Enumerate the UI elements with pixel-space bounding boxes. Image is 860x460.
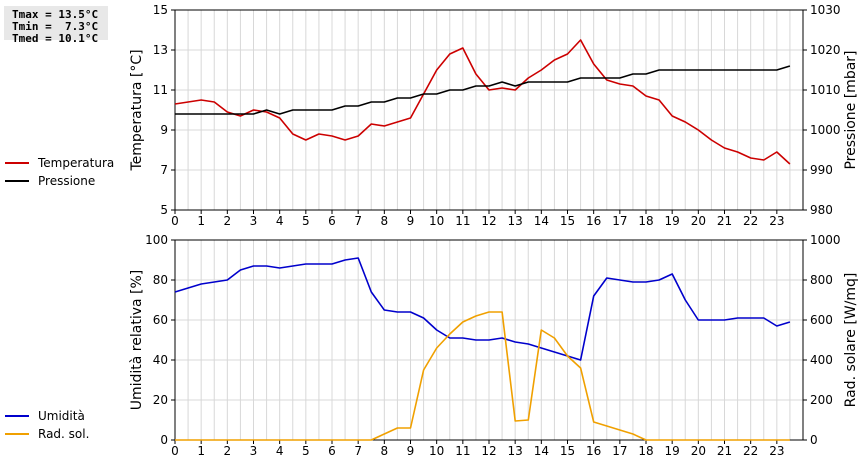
y-tick-label-right: 990: [810, 163, 833, 177]
y-tick-label-left: 15: [153, 3, 168, 17]
x-tick-label: 16: [586, 444, 601, 458]
x-tick-label: 21: [717, 444, 732, 458]
x-tick-label: 2: [224, 214, 232, 228]
x-tick-label: 4: [276, 444, 284, 458]
y-tick-label-left: 40: [153, 353, 168, 367]
series-line-rad-sol: [175, 311, 790, 441]
x-tick-label: 20: [691, 214, 706, 228]
x-tick-label: 21: [717, 214, 732, 228]
x-tick-label: 16: [586, 214, 601, 228]
y-tick-label-left: 13: [153, 43, 168, 57]
y-tick-label-right: 980: [810, 203, 833, 217]
x-tick-label: 3: [250, 444, 258, 458]
x-tick-label: 4: [276, 214, 284, 228]
x-tick-label: 6: [328, 214, 336, 228]
x-tick-label: 18: [638, 214, 653, 228]
x-tick-label: 8: [381, 444, 389, 458]
x-tick-label: 1: [197, 444, 205, 458]
x-tick-label: 23: [769, 214, 784, 228]
y-tick-label-left: 20: [153, 393, 168, 407]
x-tick-label: 10: [429, 214, 444, 228]
x-tick-label: 12: [481, 214, 496, 228]
legend-label: Umidità: [38, 409, 85, 423]
legend-label: Rad. sol.: [38, 427, 89, 441]
legend-label: Pressione: [38, 174, 95, 188]
x-tick-label: 22: [743, 214, 758, 228]
x-tick-label: 5: [302, 444, 310, 458]
y-tick-label-left: 0: [160, 433, 168, 447]
y-tick-label-right: 1000: [810, 123, 841, 137]
y-axis-label-right: Pressione [mbar]: [843, 50, 859, 169]
y-tick-label-left: 100: [145, 233, 168, 247]
y-tick-label-left: 9: [160, 123, 168, 137]
y-tick-label-left: 5: [160, 203, 168, 217]
humidity-radiation-chart: 0 1 2 3 4 5 6 7 8 9 10 11 12 13 14 15 16 17 18 19 20 21 22 2302…: [129, 233, 859, 458]
x-tick-label: 6: [328, 444, 336, 458]
y-tick-label-left: 11: [153, 83, 168, 97]
x-tick-label: 19: [665, 214, 680, 228]
stat-tmax: Tmax = 13.5°C: [12, 8, 99, 21]
x-tick-label: 1: [197, 214, 205, 228]
stat-tmin: Tmin = 7.3°C: [12, 20, 99, 33]
x-tick-label: 9: [407, 444, 415, 458]
y-tick-label-right: 1020: [810, 43, 841, 57]
x-tick-label: 18: [638, 444, 653, 458]
x-tick-label: 7: [354, 444, 362, 458]
x-tick-label: 8: [381, 214, 389, 228]
x-tick-label: 5: [302, 214, 310, 228]
y-tick-label-right: 400: [810, 353, 833, 367]
x-tick-label: 17: [612, 444, 627, 458]
temperature-stats-box: Tmax = 13.5°C Tmin = 7.3°C Tmed = 10.1°C: [4, 6, 108, 45]
x-tick-label: 19: [665, 444, 680, 458]
x-tick-label: 15: [560, 214, 575, 228]
series-line-temperatura: [174, 39, 791, 165]
x-tick-label: 13: [508, 214, 523, 228]
x-tick-label: 0: [171, 444, 179, 458]
y-tick-label-right: 0: [810, 433, 818, 447]
y-tick-label-right: 800: [810, 273, 833, 287]
x-tick-label: 10: [429, 444, 444, 458]
y-tick-label-right: 200: [810, 393, 833, 407]
y-tick-label-right: 1030: [810, 3, 841, 17]
x-tick-label: 14: [534, 214, 549, 228]
y-tick-label-left: 7: [160, 163, 168, 177]
chart-legends: Temperatura Pressione Umidità Rad. sol.: [5, 156, 114, 441]
x-tick-label: 3: [250, 214, 258, 228]
stat-tmed: Tmed = 10.1°C: [12, 32, 99, 45]
x-tick-label: 11: [455, 444, 470, 458]
x-tick-label: 7: [354, 214, 362, 228]
x-tick-label: 13: [508, 444, 523, 458]
y-tick-label-right: 1010: [810, 83, 841, 97]
y-tick-label-right: 600: [810, 313, 833, 327]
x-tick-label: 12: [481, 444, 496, 458]
x-tick-label: 15: [560, 444, 575, 458]
x-tick-label: 20: [691, 444, 706, 458]
x-tick-label: 14: [534, 444, 549, 458]
temperature-pressure-chart: 0 1 2 3 4 5 6 7 8 9 10 11 12 13 14 15 16 17 18 19 20 21 22 2357…: [129, 3, 859, 228]
x-tick-label: 0: [171, 214, 179, 228]
x-tick-label: 11: [455, 214, 470, 228]
y-tick-label-right: 1000: [810, 233, 841, 247]
x-tick-label: 9: [407, 214, 415, 228]
x-tick-label: 2: [224, 444, 232, 458]
x-tick-label: 23: [769, 444, 784, 458]
y-axis-label-left: Temperatura [°C]: [129, 49, 145, 171]
y-tick-label-left: 80: [153, 273, 168, 287]
legend-label: Temperatura: [37, 156, 114, 170]
series-line-pressione: [175, 65, 791, 115]
y-axis-label-right: Rad. solare [W/mq]: [843, 273, 859, 408]
x-tick-label: 22: [743, 444, 758, 458]
y-axis-label-left: Umidità relativa [%]: [129, 270, 145, 411]
series-line-umidit: [174, 257, 791, 361]
y-tick-label-left: 60: [153, 313, 168, 327]
x-tick-label: 17: [612, 214, 627, 228]
